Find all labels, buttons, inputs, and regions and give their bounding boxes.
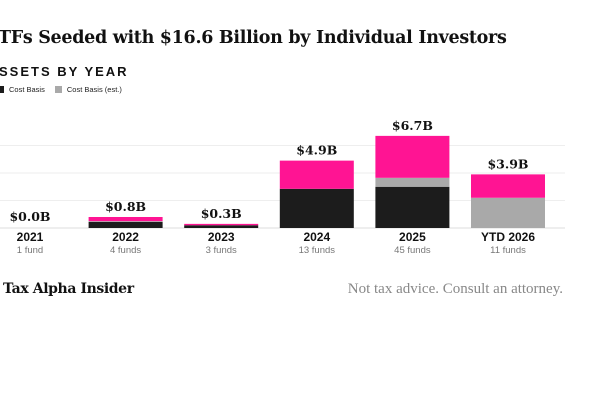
chart-subtitle: SSETS BY YEAR xyxy=(0,64,129,79)
fund-count-label: 3 funds xyxy=(206,245,237,256)
bar-segment xyxy=(471,174,545,198)
fund-count-label: 13 funds xyxy=(299,245,336,256)
legend-swatch xyxy=(0,86,4,93)
legend: Cost Basis Cost Basis (est.) xyxy=(0,85,122,94)
fund-count-label: 1 fund xyxy=(17,245,43,256)
fund-count-label: 11 funds xyxy=(490,245,526,256)
bar-segment xyxy=(88,221,163,222)
x-tick-label: 2021 xyxy=(17,230,44,244)
x-tick-label: 2023 xyxy=(208,230,235,244)
bar-segment xyxy=(184,225,259,228)
bar-segment xyxy=(375,177,450,187)
bar-segment xyxy=(88,217,163,222)
disclaimer: Not tax advice. Consult an attorney. xyxy=(347,281,563,297)
data-label: $3.9B xyxy=(487,156,528,171)
bar-segment xyxy=(279,160,354,189)
fund-count-label: 4 funds xyxy=(110,245,141,256)
brand-name: Tax Alpha Insider xyxy=(3,281,134,297)
legend-item-cost-basis: Cost Basis xyxy=(0,85,45,94)
bar-segment xyxy=(279,188,354,228)
fund-count-label: 45 funds xyxy=(394,245,431,256)
legend-swatch xyxy=(54,86,62,93)
x-tick-label: 2024 xyxy=(303,230,330,244)
bar-segment xyxy=(375,186,450,228)
x-tick-label: 2025 xyxy=(399,230,426,244)
data-label: $0.0B xyxy=(9,209,50,224)
chart-title: TFs Seeded with $16.6 Billion by Individ… xyxy=(0,28,507,48)
bar-segment xyxy=(88,221,163,228)
x-tick-label: YTD 2026 xyxy=(481,230,535,244)
legend-item-cost-basis-est: Cost Basis (est.) xyxy=(54,85,122,94)
bar-segment xyxy=(184,223,259,226)
data-label: $0.8B xyxy=(105,199,146,214)
bar-segment xyxy=(375,135,450,178)
data-label: $4.9B xyxy=(296,143,337,158)
x-tick-label: 2022 xyxy=(112,230,139,244)
data-label: $0.3B xyxy=(201,206,242,221)
data-label: $6.7B xyxy=(392,118,433,133)
bar-segment xyxy=(471,197,545,228)
